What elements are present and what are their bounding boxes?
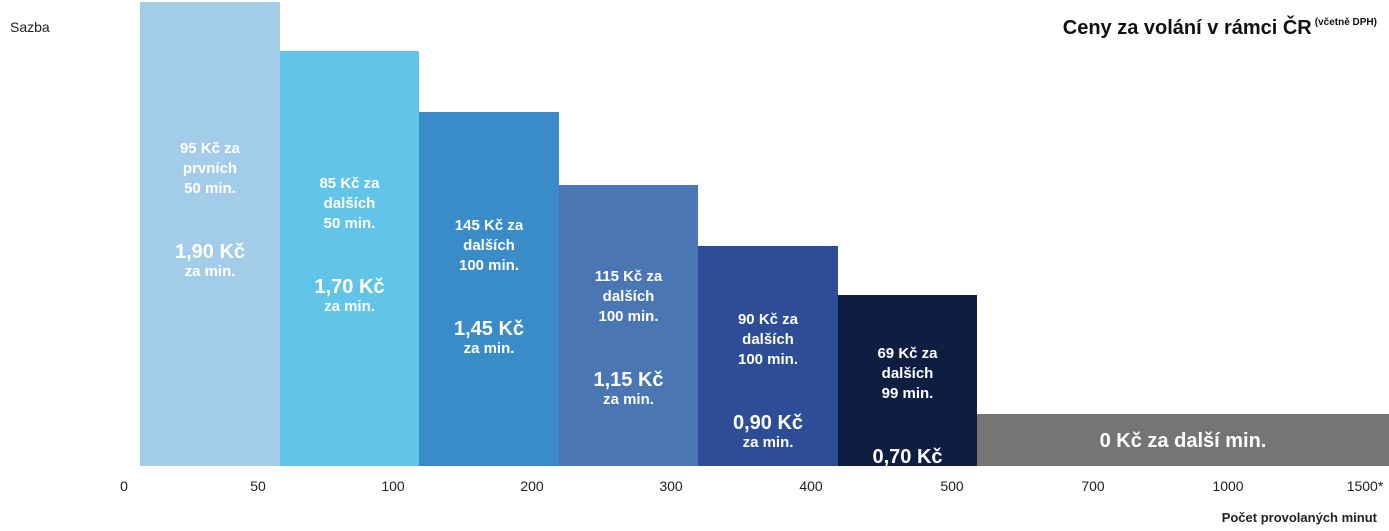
x-tick-label: 300 [659, 478, 683, 494]
price-bar: 115 Kč za dalších 100 min. 1,15 Kč za min. [559, 185, 698, 466]
x-tick-label: 100 [381, 478, 405, 494]
x-tick-label: 400 [799, 478, 823, 494]
bar-tier-label: 115 Kč za dalších 100 min. [594, 268, 663, 325]
free-minutes-label: 0 Kč za další min. [1099, 430, 1267, 452]
bar-unit-label: za min. [184, 263, 236, 280]
free-minutes-bar: 0 Kč za další min. [977, 414, 1389, 466]
x-axis-label: Počet provolaných minut [1221, 510, 1377, 525]
price-bar: 69 Kč za dalších 99 min. 0,70 Kč za min. [838, 295, 977, 485]
bar-unit-label: za min. [463, 340, 515, 357]
bar-rate-label: 1,90 Kč [174, 241, 246, 263]
bar-tier-label: 145 Kč za dalších 100 min. [454, 217, 524, 274]
bar-rate-label: 0,70 Kč [872, 446, 943, 468]
bar-unit-label: za min. [324, 298, 375, 315]
bar-tier-label: 90 Kč za dalších 100 min. [737, 311, 799, 368]
bar-tier-label: 69 Kč za dalších 99 min. [877, 345, 938, 402]
bar-unit-label: za min. [603, 391, 654, 408]
price-bar: 145 Kč za dalších 100 min. 1,45 Kč za min. [419, 112, 559, 466]
bar-rate-label: 1,45 Kč [453, 318, 525, 340]
bar-rate-label: 0,90 Kč [732, 412, 804, 434]
bar-tier-label: 85 Kč za dalších 50 min. [319, 175, 380, 232]
price-bar: 95 Kč za prvních 50 min. 1,90 Kč za min. [140, 2, 280, 466]
price-bar: 85 Kč za dalších 50 min. 1,70 Kč za min. [280, 51, 419, 466]
bar-unit-label: za min. [882, 468, 933, 485]
x-tick-label: 500 [940, 478, 964, 494]
price-bar: 90 Kč za dalších 100 min. 0,90 Kč za min. [698, 246, 838, 466]
bar-rate-label: 1,70 Kč [314, 276, 385, 298]
bar-tier-label: 95 Kč za prvních 50 min. [179, 140, 241, 197]
x-tick-label: 1500* [1346, 478, 1384, 494]
x-tick-label: 1000 [1212, 478, 1244, 494]
x-tick-label: 200 [520, 478, 544, 494]
x-tick-label: 0 [120, 478, 128, 494]
chart-title: Ceny za volání v rámci ČR [1062, 17, 1312, 39]
bar-unit-label: za min. [742, 434, 794, 451]
x-tick-label: 50 [250, 478, 266, 494]
bar-rate-label: 1,15 Kč [593, 369, 664, 391]
chart-title-note: (včetně DPH) [1314, 17, 1377, 28]
y-axis-label: Sazba [10, 19, 50, 35]
chart-title-block: Ceny za volání v rámci ČR (včetně DPH) [1063, 17, 1377, 40]
x-tick-label: 700 [1081, 478, 1105, 494]
